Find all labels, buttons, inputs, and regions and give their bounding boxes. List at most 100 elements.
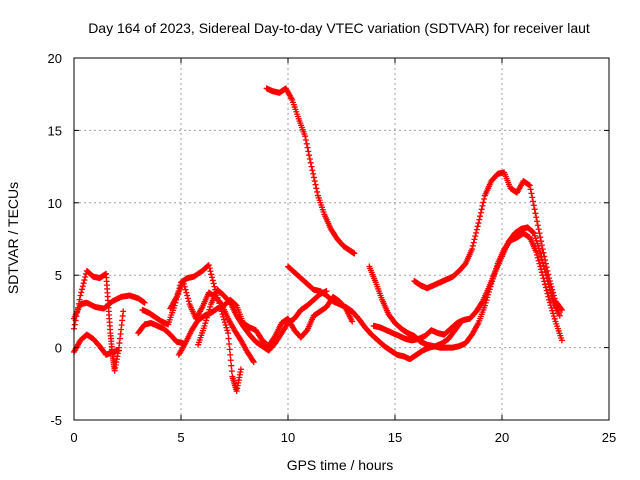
data-point bbox=[81, 277, 88, 284]
data-point bbox=[180, 280, 187, 287]
y-tick-label: 0 bbox=[55, 341, 62, 356]
data-point bbox=[549, 286, 556, 293]
data-point bbox=[304, 144, 311, 151]
data-point bbox=[302, 136, 309, 143]
data-point bbox=[312, 181, 319, 188]
data-point bbox=[80, 280, 87, 287]
data-point bbox=[249, 357, 256, 364]
data-point bbox=[206, 306, 213, 313]
x-tick-label: 5 bbox=[177, 430, 184, 445]
data-point bbox=[225, 330, 232, 337]
data-point bbox=[477, 209, 484, 216]
data-point bbox=[531, 206, 538, 213]
data-point bbox=[314, 188, 321, 195]
data-point bbox=[534, 254, 541, 261]
data-point bbox=[208, 271, 215, 278]
data-point bbox=[222, 321, 229, 328]
data-point bbox=[537, 250, 544, 257]
data-point bbox=[526, 182, 533, 189]
data-point bbox=[79, 286, 86, 293]
data-point bbox=[202, 320, 209, 327]
data-point bbox=[183, 289, 190, 296]
data-point bbox=[71, 321, 78, 328]
data-point bbox=[542, 256, 549, 263]
data-point bbox=[306, 155, 313, 162]
data-point bbox=[228, 368, 235, 375]
data-point bbox=[472, 233, 479, 240]
data-point bbox=[221, 319, 228, 326]
data-point bbox=[225, 335, 232, 342]
data-point bbox=[473, 229, 480, 236]
data-point bbox=[303, 140, 310, 147]
data-point bbox=[556, 312, 563, 319]
data-point bbox=[76, 296, 83, 303]
data-point bbox=[349, 318, 356, 325]
data-point bbox=[546, 275, 553, 282]
data-point bbox=[550, 289, 557, 296]
data-point bbox=[529, 194, 536, 201]
data-point bbox=[547, 280, 554, 287]
data-point bbox=[205, 309, 212, 316]
series-track-6 bbox=[167, 277, 257, 366]
data-point bbox=[478, 299, 485, 306]
data-point bbox=[543, 264, 550, 271]
grid-lines bbox=[74, 58, 609, 420]
data-point bbox=[538, 238, 545, 245]
data-point bbox=[477, 213, 484, 220]
data-point bbox=[209, 274, 216, 281]
data-point bbox=[310, 170, 317, 177]
data-point bbox=[351, 250, 358, 257]
data-point bbox=[473, 226, 480, 233]
series-track-8 bbox=[195, 286, 330, 354]
data-point bbox=[180, 277, 187, 284]
data-point bbox=[226, 346, 233, 353]
data-point bbox=[536, 260, 543, 267]
data-point bbox=[201, 322, 208, 329]
data-point bbox=[311, 178, 318, 185]
data-point bbox=[545, 271, 552, 278]
data-point bbox=[469, 242, 476, 249]
data-point bbox=[550, 313, 557, 320]
data-point bbox=[211, 283, 218, 290]
data-point bbox=[471, 236, 478, 243]
data-point bbox=[237, 366, 244, 373]
data-point bbox=[539, 246, 546, 253]
data-point bbox=[534, 218, 541, 225]
x-axis-title: GPS time / hours bbox=[287, 457, 394, 473]
data-point bbox=[535, 257, 542, 264]
data-point bbox=[530, 229, 537, 236]
data-point bbox=[542, 284, 549, 291]
data-point bbox=[310, 174, 317, 181]
data-point bbox=[474, 223, 481, 230]
data-point bbox=[550, 292, 557, 299]
data-point bbox=[535, 226, 542, 233]
data-point bbox=[537, 263, 544, 270]
x-tick-label: 10 bbox=[281, 430, 295, 445]
data-point bbox=[538, 242, 545, 249]
data-point bbox=[203, 314, 210, 321]
y-tick-label: -5 bbox=[50, 413, 62, 428]
y-tick-label: 10 bbox=[48, 196, 62, 211]
data-point bbox=[528, 190, 535, 197]
data-point bbox=[537, 234, 544, 241]
y-tick-label: 15 bbox=[48, 123, 62, 138]
data-point bbox=[302, 133, 309, 140]
data-point bbox=[207, 303, 214, 310]
data-point bbox=[548, 283, 555, 290]
data-point bbox=[479, 202, 486, 209]
y-tick-label: 5 bbox=[55, 268, 62, 283]
data-point bbox=[185, 298, 192, 305]
data-point bbox=[546, 277, 553, 284]
data-point bbox=[544, 290, 551, 297]
data-point bbox=[307, 159, 314, 166]
data-point bbox=[75, 304, 82, 311]
data-point bbox=[141, 299, 148, 306]
x-tick-label: 0 bbox=[70, 430, 77, 445]
data-point bbox=[540, 249, 547, 256]
data-point bbox=[184, 292, 191, 299]
data-point bbox=[558, 337, 565, 344]
data-point bbox=[543, 287, 550, 294]
series-track-3 bbox=[71, 267, 127, 374]
